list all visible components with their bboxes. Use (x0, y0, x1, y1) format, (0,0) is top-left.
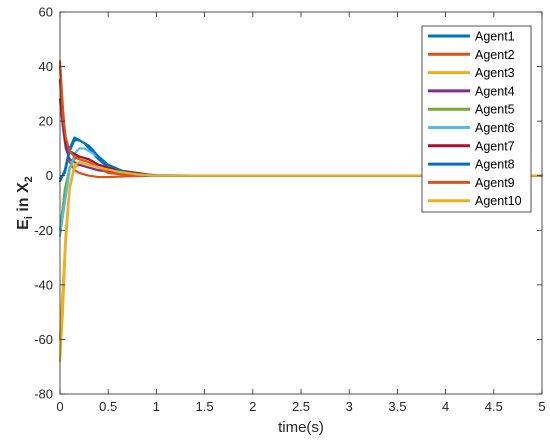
y-tick-label: -40 (34, 277, 53, 292)
y-tick-label: -20 (34, 223, 53, 238)
legend-label: Agent5 (475, 103, 515, 117)
x-tick-label: 1.5 (196, 399, 214, 414)
y-tick-label: 0 (46, 168, 53, 183)
series-line-agent10 (58, 160, 544, 341)
y-tick-label: 40 (39, 59, 53, 74)
x-tick-label: 4.5 (485, 399, 503, 414)
y-axis-label-mid: in X (15, 182, 32, 216)
legend-label: Agent6 (475, 121, 515, 135)
y-axis-label-sub-i: i (23, 216, 35, 219)
x-tick-label: 3.5 (388, 399, 406, 414)
ticks-layer (59, 11, 543, 395)
legend-items: Agent1 Agent2 Agent3 Agent4 Agent5 Agent6 Agen… (428, 30, 522, 208)
legend-label: Agent8 (475, 158, 515, 172)
legend-label: Agent9 (475, 176, 515, 190)
y-tick-label: 20 (39, 114, 53, 129)
y-axis-label-sub-2: 2 (23, 176, 35, 182)
x-tick-label: 3 (346, 399, 353, 414)
series-layer (58, 60, 544, 363)
legend-label: Agent7 (475, 139, 515, 153)
x-tick-label: 2.5 (292, 399, 310, 414)
x-tick-label: 1 (153, 399, 160, 414)
y-tick-label: 60 (39, 5, 53, 20)
legend-label: Agent2 (475, 48, 515, 62)
legend: Agent1 Agent2 Agent3 Agent4 Agent5 Agent6 Agen… (421, 25, 532, 213)
legend-label: Agent1 (475, 30, 515, 44)
y-tick-label: -60 (34, 332, 53, 347)
tick-label-layer: 0 0.5 1 1.5 2 2.5 3 3.5 4 4.5 5 -80 -60 -40 -20 0 20 40 60 (34, 5, 545, 415)
y-axis-label-main: E (15, 219, 32, 230)
legend-label: Agent10 (475, 194, 522, 208)
x-tick-label: 0 (56, 399, 63, 414)
x-axis-label: time(s) (278, 419, 324, 436)
legend-label: Agent3 (475, 66, 515, 80)
x-tick-label: 2 (249, 399, 256, 414)
x-tick-label: 5 (538, 399, 545, 414)
y-tick-label: -80 (34, 387, 53, 402)
legend-label: Agent4 (475, 84, 515, 98)
x-tick-label: 4 (442, 399, 449, 414)
x-tick-label: 0.5 (99, 399, 117, 414)
y-axis-label: Ei in X2 (15, 176, 35, 230)
